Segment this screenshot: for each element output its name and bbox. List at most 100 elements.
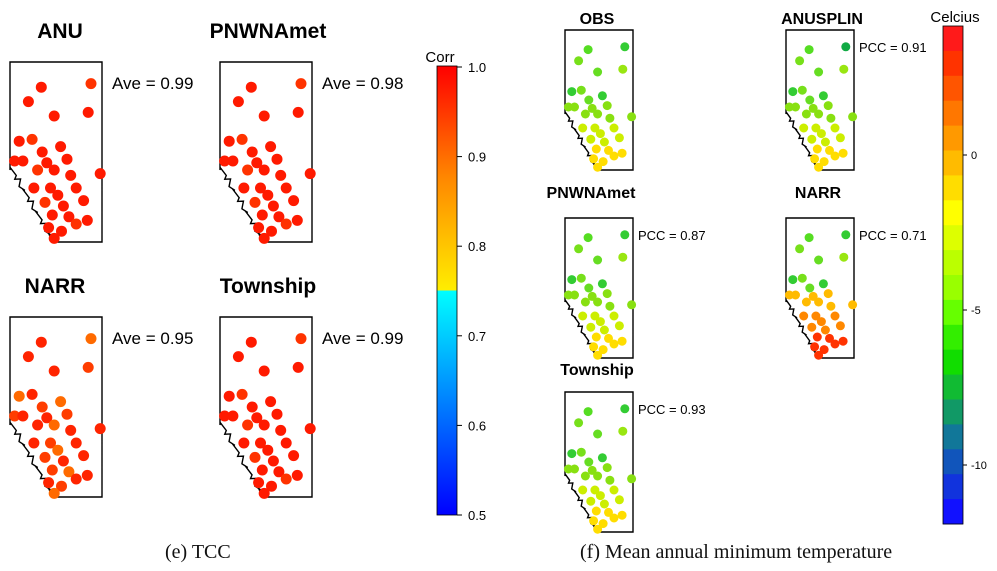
province-outline bbox=[9, 316, 103, 498]
station-marker bbox=[574, 418, 584, 428]
station-marker bbox=[39, 451, 51, 463]
station-marker bbox=[841, 230, 851, 240]
station-marker bbox=[811, 123, 821, 133]
station-marker bbox=[258, 110, 270, 122]
station-marker bbox=[593, 297, 603, 307]
station-marker bbox=[32, 164, 44, 176]
station-marker bbox=[46, 209, 58, 221]
station-marker bbox=[587, 291, 597, 301]
celcius-band bbox=[943, 499, 963, 525]
corr-tick-label: 0.5 bbox=[468, 508, 486, 523]
anu-map bbox=[9, 61, 106, 244]
station-marker bbox=[246, 401, 258, 413]
station-marker bbox=[574, 244, 584, 254]
township-f-map bbox=[563, 391, 637, 534]
station-marker bbox=[835, 321, 845, 331]
station-marker bbox=[36, 401, 48, 413]
station-marker bbox=[258, 232, 270, 244]
station-marker bbox=[614, 321, 624, 331]
station-marker bbox=[595, 317, 605, 327]
station-marker bbox=[82, 361, 94, 373]
station-marker bbox=[48, 365, 60, 377]
corr-colorbar bbox=[436, 65, 458, 516]
station-marker bbox=[604, 145, 613, 155]
station-marker bbox=[602, 463, 612, 473]
station-marker bbox=[61, 153, 73, 165]
station-marker bbox=[618, 64, 628, 74]
station-marker bbox=[595, 129, 605, 139]
station-marker bbox=[63, 466, 75, 478]
corr-tick-label: 0.8 bbox=[468, 239, 486, 254]
station-marker bbox=[805, 283, 815, 293]
station-marker bbox=[804, 233, 814, 243]
station-marker bbox=[35, 81, 47, 93]
station-marker bbox=[271, 408, 283, 420]
station-marker bbox=[85, 78, 97, 90]
narr-f-map bbox=[784, 217, 858, 360]
station-marker bbox=[267, 200, 279, 212]
station-marker bbox=[848, 300, 858, 310]
township-title: Township bbox=[220, 275, 316, 298]
station-marker bbox=[576, 273, 586, 283]
station-marker bbox=[816, 129, 826, 139]
station-marker bbox=[61, 408, 73, 420]
station-marker bbox=[578, 311, 588, 321]
anusplin-f-map bbox=[784, 29, 858, 172]
station-marker bbox=[227, 410, 239, 422]
station-marker bbox=[788, 87, 798, 97]
station-marker bbox=[227, 155, 239, 167]
station-marker bbox=[598, 157, 608, 167]
narr-stat: Ave = 0.95 bbox=[112, 329, 193, 348]
province-outline bbox=[564, 391, 634, 533]
station-marker bbox=[65, 424, 77, 436]
station-marker bbox=[280, 473, 292, 485]
station-marker bbox=[41, 412, 53, 424]
celcius-tick-label: 0 bbox=[971, 150, 977, 162]
station-marker bbox=[604, 333, 613, 343]
station-marker bbox=[576, 85, 586, 95]
station-marker bbox=[589, 516, 599, 526]
station-marker bbox=[584, 283, 594, 293]
station-marker bbox=[597, 453, 607, 463]
station-marker bbox=[807, 134, 817, 144]
corr-legend: Corr 1.0 0.9 0.8 0.7 0.6 0.5 bbox=[425, 49, 486, 523]
anu-stat: Ave = 0.99 bbox=[112, 74, 193, 93]
station-marker bbox=[617, 148, 627, 158]
station-marker bbox=[55, 141, 67, 153]
station-marker bbox=[288, 195, 300, 207]
station-marker bbox=[826, 301, 836, 311]
station-marker bbox=[280, 182, 292, 194]
station-marker bbox=[788, 275, 798, 285]
celcius-band bbox=[943, 399, 963, 425]
station-marker bbox=[614, 495, 624, 505]
station-marker bbox=[587, 465, 597, 475]
celcius-band bbox=[943, 474, 963, 500]
station-marker bbox=[599, 137, 609, 147]
station-marker bbox=[810, 154, 820, 164]
station-marker bbox=[602, 101, 612, 111]
station-marker bbox=[65, 169, 77, 181]
station-marker bbox=[273, 466, 285, 478]
station-marker bbox=[249, 451, 261, 463]
anusplin-title: ANUSPLIN bbox=[781, 11, 863, 28]
township-title: Township bbox=[560, 362, 634, 379]
station-marker bbox=[593, 67, 603, 77]
tcc-panel: ANU Ave = 0.99 PNWNAmet Ave = 0.98 NARR Ave =… bbox=[9, 20, 403, 499]
station-marker bbox=[304, 423, 316, 435]
pnwnamet-stat: Ave = 0.98 bbox=[322, 74, 403, 93]
station-marker bbox=[590, 485, 600, 495]
station-marker bbox=[618, 252, 628, 262]
celcius-band bbox=[943, 374, 963, 400]
station-marker bbox=[590, 311, 600, 321]
station-marker bbox=[223, 135, 235, 147]
station-marker bbox=[70, 182, 82, 194]
station-marker bbox=[56, 225, 67, 237]
station-marker bbox=[818, 279, 828, 289]
station-marker bbox=[39, 196, 51, 208]
station-marker bbox=[258, 365, 270, 377]
station-marker bbox=[275, 424, 287, 436]
station-marker bbox=[238, 437, 250, 449]
station-marker bbox=[48, 487, 60, 499]
station-marker bbox=[812, 332, 822, 342]
station-marker bbox=[246, 146, 258, 158]
